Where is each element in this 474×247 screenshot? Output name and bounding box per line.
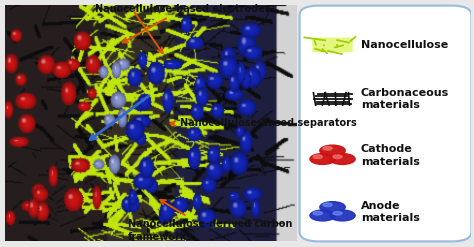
Text: Nanocellulose-derived carbon
frameworks: Nanocellulose-derived carbon frameworks (128, 200, 292, 242)
Ellipse shape (323, 203, 332, 206)
Text: Cathode
materials: Cathode materials (361, 144, 419, 167)
Text: Anode
materials: Anode materials (361, 201, 419, 223)
Ellipse shape (330, 154, 355, 165)
Text: Nanocellulose-based separators: Nanocellulose-based separators (170, 119, 356, 128)
Ellipse shape (333, 155, 342, 159)
Ellipse shape (320, 145, 345, 156)
Text: Nanocellulose-based electrodes: Nanocellulose-based electrodes (95, 4, 270, 42)
Ellipse shape (313, 211, 322, 215)
Ellipse shape (323, 146, 332, 150)
Text: Nanocellulose: Nanocellulose (361, 40, 448, 50)
Ellipse shape (313, 155, 322, 159)
Text: Carbonaceous
materials: Carbonaceous materials (361, 88, 449, 110)
FancyBboxPatch shape (300, 6, 471, 241)
Ellipse shape (310, 210, 335, 221)
Ellipse shape (333, 211, 342, 215)
Ellipse shape (330, 210, 355, 221)
Ellipse shape (310, 154, 335, 165)
Ellipse shape (320, 202, 345, 212)
FancyBboxPatch shape (312, 38, 353, 52)
